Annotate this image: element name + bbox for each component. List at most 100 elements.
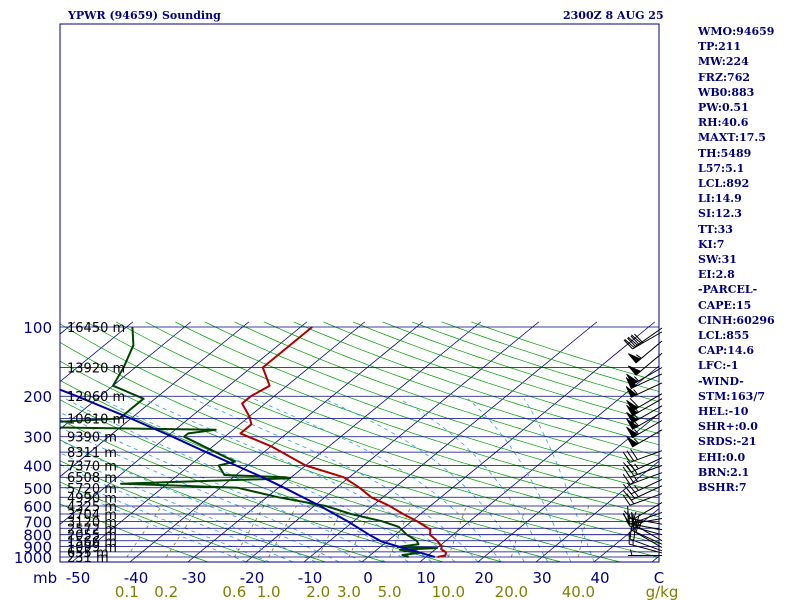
plot-frame (59, 23, 660, 563)
chart-title: YPWR (94659) Sounding (68, 9, 221, 22)
dry-adiabat-line (145, 321, 659, 505)
index-line: LCL:855 (698, 329, 750, 343)
isotherm-line (419, 365, 659, 562)
wind-barb-feather (626, 450, 635, 462)
parcel-trace (60, 388, 435, 558)
index-line: TH:5489 (698, 146, 752, 160)
wind-barb (622, 449, 663, 463)
wind-barb-flag (625, 386, 638, 398)
index-line: SW:31 (698, 253, 737, 267)
wind-barb-feather (627, 336, 638, 346)
isotherm-line (0, 322, 17, 562)
dry-adiabat-line (60, 360, 620, 562)
isotherm-line (245, 321, 540, 562)
index-line: L57:5.1 (698, 161, 745, 175)
index-line: SRDS:-21 (698, 435, 757, 449)
mixing-ratio-unit-label: g/kg (646, 583, 679, 600)
wind-barb-half-feather (634, 463, 639, 469)
moist-adiabat-line (100, 398, 432, 562)
index-line: SI:12.3 (698, 207, 742, 221)
wind-barb-feather (629, 397, 639, 408)
wind-barb (623, 331, 663, 350)
wind-barb-feather (630, 449, 638, 460)
wind-barb-staff (632, 523, 663, 542)
moist-adiabat-line (253, 398, 502, 562)
isotherm-line (60, 321, 308, 525)
wind-barb-feather (627, 337, 637, 348)
mixing-ratio-tick-label: 40.0 (562, 583, 595, 600)
wind-barb-staff (629, 525, 663, 536)
wind-barb-flag (627, 353, 642, 364)
mixing-ratio-tick-label: 5.0 (378, 583, 402, 600)
wind-barb-half-feather (633, 438, 639, 444)
mixing-ratio-tick-label: 2.0 (306, 583, 330, 600)
pressure-tick-label: 100 (23, 319, 52, 337)
temperature-tick-label: -10 (298, 569, 323, 587)
moist-adiabat-line (60, 474, 270, 562)
mixing-ratio-line (317, 505, 344, 558)
index-line: BRN:2.1 (698, 465, 750, 479)
wind-barb-flag (626, 426, 639, 439)
mixing-ratio-line (126, 505, 163, 558)
mixing-ratio-tick-label: 3.0 (337, 583, 361, 600)
mixing-ratio-tick-label: 1.0 (257, 583, 281, 600)
dry-adiabat-line (263, 321, 659, 457)
moist-adiabat-line (60, 440, 340, 562)
mixing-ratio-line (165, 505, 200, 558)
wind-barb-feather (622, 494, 631, 506)
index-line: MAXT:17.5 (698, 131, 766, 145)
index-line: TT:33 (698, 222, 733, 236)
index-line: LI:14.9 (698, 192, 742, 206)
wind-barb-flag (626, 373, 639, 386)
wind-barb (628, 549, 662, 556)
wind-barb-feather (622, 451, 631, 463)
wind-barb-staff (628, 523, 663, 531)
wind-barb-feather (631, 334, 642, 344)
height-label: 8311 m (67, 446, 117, 461)
dry-adiabat-line (60, 379, 561, 562)
pressure-tick-label: 900 (23, 538, 52, 556)
index-line: KI:7 (698, 237, 725, 251)
wind-barb (627, 352, 663, 376)
pressure-unit-label: mb (33, 569, 57, 587)
temperature-tick-label: 20 (474, 569, 493, 587)
mixing-ratio-tick-label: 0.6 (222, 583, 246, 600)
height-label: 231 m (67, 551, 109, 566)
height-label: 3704 m (67, 508, 117, 523)
index-line: PW:0.51 (698, 101, 749, 115)
pressure-tick-label: 1000 (14, 549, 52, 567)
temperature-tick-label: 40 (590, 569, 609, 587)
index-line: WMO:94659 (698, 25, 775, 38)
index-line: HEL:-10 (698, 405, 749, 419)
wind-barb-feather (623, 339, 633, 350)
index-line: CINH:60296 (698, 313, 775, 327)
dry-adiabat-line (175, 321, 659, 493)
wind-barb-feather (623, 490, 632, 501)
moist-adiabat-line (65, 398, 409, 562)
wind-barb-feather (622, 466, 631, 478)
pressure-tick-label: 400 (23, 457, 52, 475)
mixing-ratio-line (348, 505, 373, 558)
dry-adiabat-line (60, 341, 659, 558)
temperature-tick-label: 30 (532, 569, 551, 587)
height-label: 12060 m (67, 390, 125, 405)
index-line: EHI:0.0 (698, 450, 746, 464)
wind-barb-half-feather (633, 389, 638, 395)
wind-barb-flag (626, 436, 639, 448)
dry-adiabat-line (60, 503, 209, 562)
dry-adiabat-line (86, 321, 659, 531)
moist-adiabat-line (467, 398, 572, 562)
moist-adiabat-line (60, 463, 293, 562)
moist-adiabat-line (60, 411, 386, 562)
background-grid (0, 321, 659, 562)
wind-barb-staff (629, 511, 663, 525)
isotherm-line (60, 321, 134, 383)
temperature-unit-label: C (654, 569, 664, 587)
wind-barb-feather (624, 339, 635, 348)
dry-adiabat-line (60, 460, 326, 562)
height-label: 2572 m (67, 522, 117, 537)
temperature-tick-label: -20 (240, 569, 265, 587)
index-line: MW:224 (698, 55, 749, 69)
dry-adiabat-line (60, 481, 267, 562)
temperature-tick-label: 0 (363, 569, 373, 587)
